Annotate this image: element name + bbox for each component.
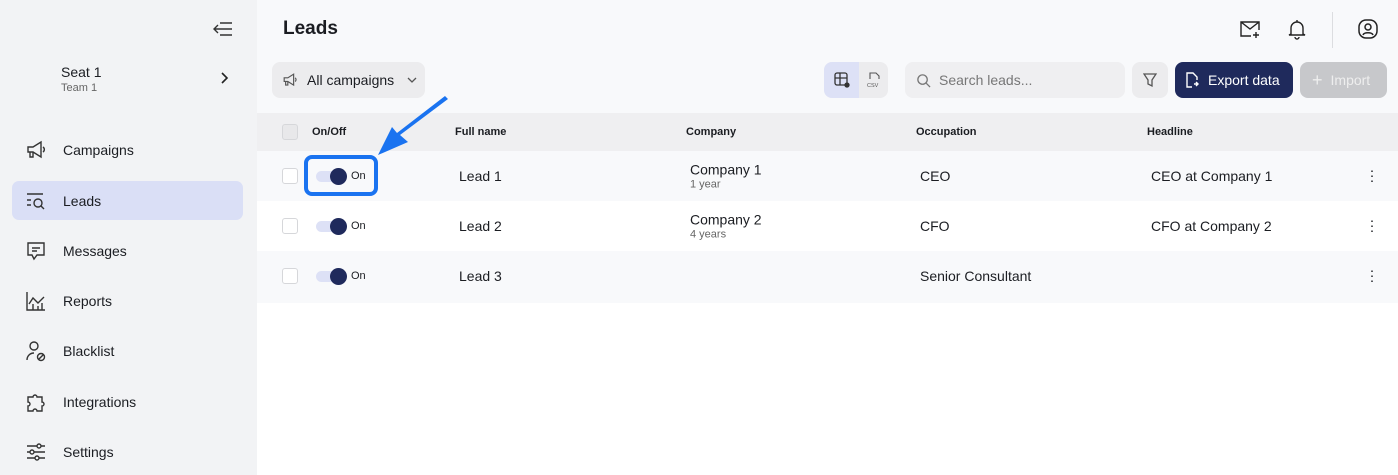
campaign-filter-dropdown[interactable]: All campaigns — [272, 62, 425, 98]
view-toggle: CSV — [824, 62, 888, 98]
occupation: Senior Consultant — [920, 268, 1032, 284]
import-label: Import — [1330, 72, 1371, 88]
company-name: Company 2 — [690, 211, 762, 228]
table-row[interactable]: On Lead 3 Senior Consultant ⋮ — [257, 251, 1398, 301]
column-header: Headline — [1147, 126, 1193, 138]
message-icon — [27, 241, 45, 260]
row-checkbox[interactable] — [282, 168, 298, 184]
sidebar-item-integrations[interactable]: Integrations — [12, 382, 243, 421]
lead-toggle[interactable] — [316, 168, 348, 185]
toggle-label: On — [351, 220, 366, 232]
bell-icon[interactable] — [1286, 18, 1308, 40]
tenure: 1 year — [690, 178, 721, 191]
lead-toggle[interactable] — [316, 268, 348, 285]
occupation: CFO — [920, 218, 950, 234]
leads-search-icon — [27, 192, 45, 209]
empty-table-area — [257, 303, 1398, 475]
tenure: 4 years — [690, 228, 727, 241]
svg-text:CSV: CSV — [867, 83, 879, 89]
team-name: Team 1 — [61, 82, 98, 94]
lead-name: Lead 3 — [459, 268, 502, 284]
more-options-icon[interactable]: ⋮ — [1365, 217, 1379, 234]
sidebar-item-label: Campaigns — [63, 141, 134, 158]
column-header: Full name — [455, 126, 507, 138]
megaphone-icon — [283, 73, 297, 87]
toggle-label: On — [351, 270, 366, 282]
headline: CFO at Company 2 — [1151, 218, 1272, 234]
filter-icon — [1143, 73, 1157, 88]
sliders-icon — [27, 442, 45, 461]
chevron-right-icon[interactable] — [218, 70, 230, 86]
collapse-sidebar-icon[interactable] — [212, 18, 234, 40]
sidebar-item-blacklist[interactable]: Blacklist — [12, 331, 243, 370]
row-checkbox[interactable] — [282, 268, 298, 284]
sidebar-item-label: Blacklist — [63, 342, 115, 359]
puzzle-icon — [27, 393, 45, 412]
column-header: Company — [686, 126, 737, 138]
column-header: On/Off — [312, 126, 347, 138]
sidebar-item-reports[interactable]: Reports — [12, 281, 243, 320]
seat-name: Seat 1 — [61, 64, 102, 80]
sidebar-item-messages[interactable]: Messages — [12, 231, 243, 270]
lead-toggle[interactable] — [316, 218, 348, 235]
sidebar-item-leads[interactable]: Leads — [12, 181, 243, 220]
table-settings-icon — [834, 72, 850, 88]
column-header: Occupation — [916, 126, 977, 138]
lead-name: Lead 1 — [459, 168, 502, 184]
headline: CEO at Company 1 — [1151, 168, 1273, 184]
megaphone-icon — [27, 140, 45, 158]
page-title: Leads — [283, 18, 338, 39]
chart-icon — [26, 291, 45, 311]
main-content: Leads All campaigns CSV Export data + Im… — [257, 0, 1398, 475]
leads-table: On/Off Full name Company Occupation Head… — [257, 113, 1398, 301]
sidebar-item-label: Messages — [63, 242, 127, 259]
lead-name: Lead 2 — [459, 218, 502, 234]
table-header: On/Off Full name Company Occupation Head… — [257, 113, 1398, 151]
csv-export-button[interactable]: CSV — [859, 62, 888, 98]
export-data-button[interactable]: Export data — [1175, 62, 1293, 98]
filter-button[interactable] — [1132, 62, 1168, 98]
select-all-checkbox[interactable] — [282, 124, 298, 140]
occupation: CEO — [920, 168, 951, 184]
search-box — [905, 62, 1125, 98]
plus-icon: + — [1312, 69, 1323, 90]
seat-selector[interactable]: Seat 1 Team 1 — [61, 64, 101, 94]
sidebar-item-label: Leads — [63, 192, 102, 209]
company-name: Company 1 — [690, 161, 762, 178]
search-input[interactable] — [939, 72, 1109, 88]
more-options-icon[interactable]: ⋮ — [1365, 267, 1379, 284]
row-checkbox[interactable] — [282, 218, 298, 234]
campaign-filter-value: All campaigns — [307, 72, 395, 88]
search-icon — [917, 73, 931, 88]
table-view-button[interactable] — [824, 62, 859, 98]
toggle-label: On — [351, 170, 366, 182]
sidebar-item-settings[interactable]: Settings — [12, 432, 243, 471]
chevron-down-icon — [407, 77, 417, 83]
sidebar: Seat 1 Team 1 Campaigns Leads Messages R… — [0, 0, 257, 475]
divider — [1332, 12, 1333, 48]
more-options-icon[interactable]: ⋮ — [1365, 167, 1379, 184]
import-button[interactable]: + Import — [1300, 62, 1387, 98]
sidebar-item-label: Reports — [63, 292, 113, 309]
sidebar-item-label: Integrations — [63, 393, 137, 410]
user-profile-icon[interactable] — [1357, 18, 1379, 40]
user-block-icon — [26, 340, 46, 361]
export-label: Export data — [1208, 72, 1280, 88]
sidebar-item-campaigns[interactable]: Campaigns — [12, 130, 243, 169]
sidebar-item-label: Settings — [63, 443, 114, 460]
mail-plus-icon[interactable] — [1239, 18, 1261, 40]
file-export-icon — [1186, 72, 1199, 88]
csv-file-icon: CSV — [867, 72, 880, 89]
